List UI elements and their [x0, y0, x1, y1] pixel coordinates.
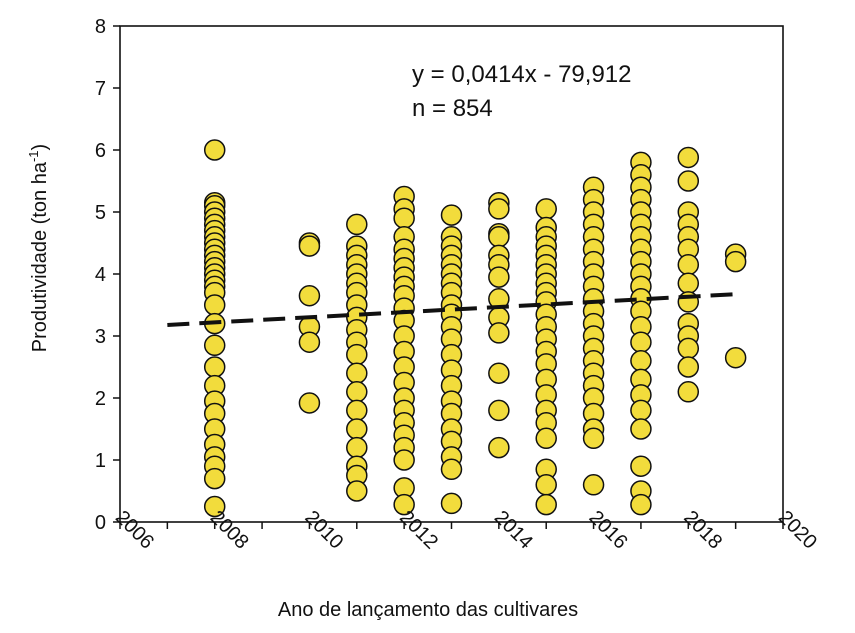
data-point — [440, 204, 463, 226]
data-point — [488, 198, 510, 220]
data-point — [203, 467, 226, 490]
data-point — [488, 399, 510, 422]
data-point — [677, 337, 700, 360]
data-point — [346, 343, 368, 366]
y-axis-title-main: Produtividade (ton ha — [29, 161, 51, 352]
y-axis-title-close: ) — [29, 144, 51, 151]
y-tick-label: 0 — [95, 512, 106, 534]
x-tick-label: 2020 — [774, 507, 821, 554]
data-point — [630, 418, 652, 440]
data-point — [298, 392, 321, 414]
data-point — [582, 474, 605, 496]
data-point — [203, 356, 226, 378]
y-tick-label: 3 — [95, 326, 106, 348]
regression-equation: y = 0,0414x - 79,912 — [412, 61, 632, 88]
data-point — [488, 436, 510, 459]
data-point — [346, 480, 368, 502]
y-axis-title: Produtividade (ton ha-1) — [26, 144, 51, 352]
x-axis-title: Ano de lançamento das cultivares — [278, 599, 578, 621]
data-point — [677, 146, 700, 169]
y-tick-label: 5 — [95, 202, 106, 224]
data-point — [440, 492, 463, 515]
data-point — [488, 362, 510, 384]
data-point — [346, 213, 368, 236]
data-point — [677, 170, 700, 192]
data-point — [393, 493, 415, 516]
data-point — [535, 198, 557, 220]
data-point — [677, 381, 700, 403]
data-point — [582, 427, 605, 450]
y-tick-label: 4 — [95, 264, 106, 286]
data-point — [535, 474, 557, 496]
y-tick-label: 8 — [95, 16, 106, 38]
data-point — [346, 436, 368, 459]
data-point — [630, 331, 652, 353]
data-point — [488, 226, 510, 248]
data-point — [677, 272, 700, 295]
x-tick-label: 2010 — [300, 507, 347, 554]
data-point — [630, 399, 652, 422]
y-axis-ticks: 0 1 2 3 4 5 6 7 8 — [95, 16, 120, 534]
data-point — [677, 356, 700, 378]
data-point — [346, 418, 368, 440]
data-point — [535, 427, 557, 450]
data-point — [346, 381, 368, 403]
data-point — [724, 346, 747, 369]
data-point — [346, 362, 368, 384]
data-point — [298, 284, 321, 307]
y-tick-label: 6 — [95, 140, 106, 162]
y-tick-label: 1 — [95, 450, 106, 472]
data-point — [346, 399, 368, 422]
data-point — [535, 493, 557, 516]
data-point — [630, 350, 652, 372]
data-point — [488, 266, 510, 288]
x-tick-label: 2018 — [679, 507, 726, 554]
data-point — [203, 139, 226, 161]
data-point — [630, 455, 652, 477]
y-tick-label: 7 — [95, 78, 106, 100]
x-axis-ticks: 2006 2008 2010 2012 2014 2016 2018 2020 — [111, 507, 821, 554]
data-point — [440, 458, 463, 481]
x-tick-label: 2006 — [111, 507, 158, 554]
data-points — [203, 139, 747, 518]
data-point — [298, 331, 321, 353]
data-point — [393, 207, 415, 229]
sample-size-label: n = 854 — [412, 95, 493, 122]
data-point — [203, 334, 226, 357]
y-tick-label: 2 — [95, 388, 106, 410]
data-point — [488, 322, 510, 344]
data-point — [298, 235, 321, 257]
data-point — [630, 493, 652, 516]
data-point — [203, 495, 226, 518]
data-point — [677, 253, 700, 276]
x-tick-label: 2016 — [585, 507, 632, 554]
y-axis-title-superscript: -1 — [26, 150, 41, 162]
data-point — [203, 294, 226, 316]
data-point — [724, 250, 747, 273]
x-tick-label: 2014 — [490, 507, 537, 554]
data-point — [393, 449, 415, 471]
